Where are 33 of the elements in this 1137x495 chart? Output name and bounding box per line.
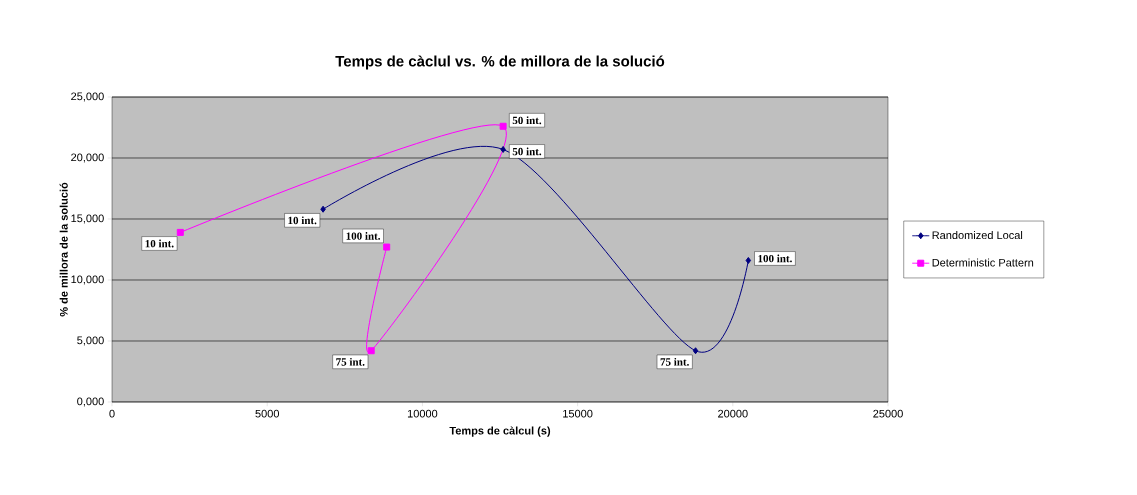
chart-title: Temps de càclul vs. % de millora de la solució — [335, 55, 665, 70]
x-tick-label: 20000 — [718, 409, 748, 418]
x-tick-label: 15000 — [563, 409, 593, 418]
point — [500, 145, 506, 153]
annotation: 100 int. — [346, 232, 381, 240]
annotation: 10 int. — [288, 216, 317, 225]
point — [499, 122, 507, 130]
y-tick-label: 25,000 — [71, 92, 104, 102]
y-tick-label: 0,000 — [77, 397, 104, 407]
y-axis-title: % de millora de la solució — [59, 182, 68, 317]
x-axis-title: Temps de càlcul (s) — [449, 426, 551, 437]
x-tick-label: 25000 — [873, 409, 903, 418]
annotation: 50 int. — [512, 147, 542, 156]
y-tick-label: 10,000 — [71, 275, 104, 285]
annotation: 100 int. — [758, 254, 792, 263]
legend-label: Deterministic Pattern — [932, 258, 1034, 267]
point — [383, 243, 391, 251]
x-tick-label: 0 — [109, 409, 115, 418]
annotation: 75 int. — [336, 357, 365, 366]
point — [367, 347, 375, 355]
legend-label: Randomized Local — [932, 231, 1023, 240]
y-tick-label: 20,000 — [71, 153, 104, 163]
annotation: 10 int. — [145, 239, 174, 248]
annotation: 75 int. — [660, 357, 689, 366]
point — [745, 256, 752, 264]
annotation: 50 int. — [512, 116, 542, 125]
point — [692, 347, 699, 355]
y-tick-label: 15,000 — [71, 214, 104, 224]
point — [176, 228, 184, 236]
x-tick-label: 5000 — [255, 409, 280, 418]
x-tick-label: 10000 — [407, 409, 438, 418]
point — [320, 205, 326, 213]
y-tick-label: 5,000 — [77, 336, 104, 346]
